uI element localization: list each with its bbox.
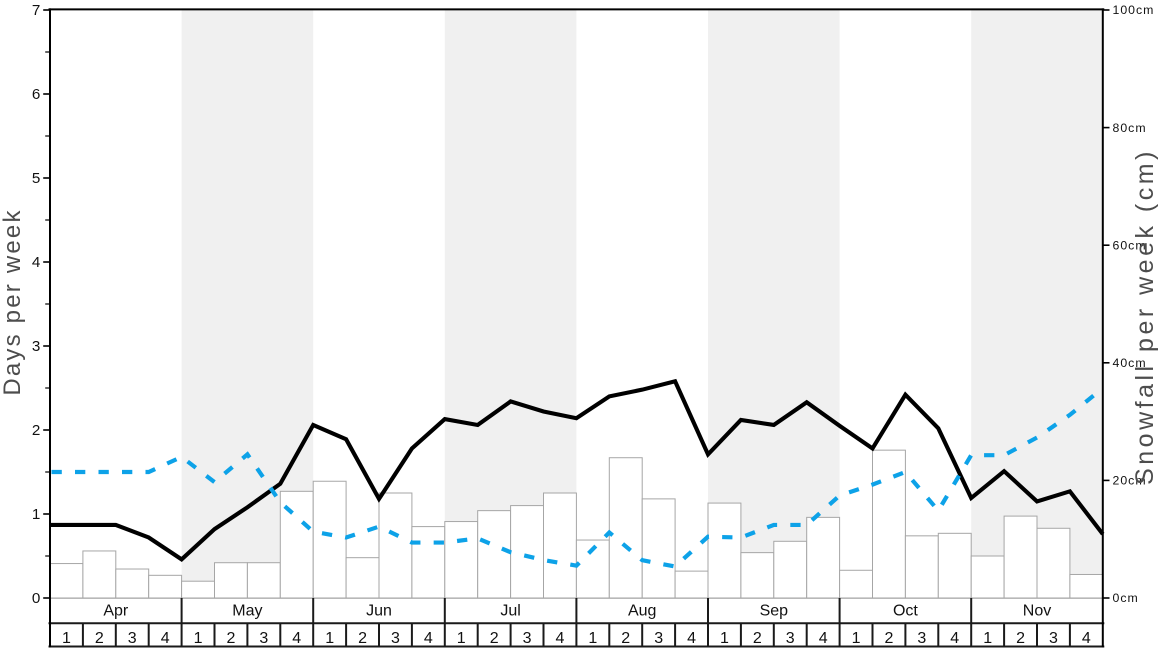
svg-text:3: 3 <box>128 630 137 647</box>
svg-text:40cm: 40cm <box>1113 356 1147 370</box>
svg-text:2: 2 <box>490 630 499 647</box>
svg-text:Apr: Apr <box>103 602 129 619</box>
svg-text:4: 4 <box>555 630 564 647</box>
svg-text:100cm: 100cm <box>1113 3 1155 17</box>
svg-text:3: 3 <box>654 630 663 647</box>
svg-text:Oct: Oct <box>893 602 918 619</box>
svg-text:4: 4 <box>687 630 696 647</box>
svg-text:Days per week: Days per week <box>0 208 26 395</box>
svg-text:Jun: Jun <box>366 602 392 619</box>
svg-text:3: 3 <box>32 338 40 355</box>
svg-text:1: 1 <box>983 630 992 647</box>
svg-text:1: 1 <box>720 630 729 647</box>
svg-text:3: 3 <box>523 630 532 647</box>
svg-text:3: 3 <box>391 630 400 647</box>
svg-text:80cm: 80cm <box>1113 121 1147 135</box>
svg-text:2: 2 <box>358 630 367 647</box>
svg-text:2: 2 <box>753 630 762 647</box>
svg-text:2: 2 <box>884 630 893 647</box>
svg-text:3: 3 <box>259 630 268 647</box>
svg-text:20cm: 20cm <box>1113 474 1147 488</box>
svg-text:3: 3 <box>1049 630 1058 647</box>
svg-text:3: 3 <box>917 630 926 647</box>
svg-text:4: 4 <box>424 630 433 647</box>
svg-text:Sep: Sep <box>760 602 789 619</box>
svg-text:1: 1 <box>194 630 203 647</box>
svg-text:4: 4 <box>292 630 301 647</box>
svg-text:1: 1 <box>62 630 71 647</box>
svg-text:2: 2 <box>95 630 104 647</box>
svg-text:Nov: Nov <box>1023 602 1051 619</box>
svg-text:4: 4 <box>32 254 40 271</box>
svg-text:0cm: 0cm <box>1113 591 1139 605</box>
svg-text:Snowfall per week (cm): Snowfall per week (cm) <box>1131 148 1159 485</box>
svg-text:4: 4 <box>161 630 170 647</box>
svg-text:60cm: 60cm <box>1113 238 1147 252</box>
svg-text:2: 2 <box>32 422 40 439</box>
svg-text:Aug: Aug <box>628 602 656 619</box>
svg-text:May: May <box>232 602 262 619</box>
svg-text:2: 2 <box>226 630 235 647</box>
svg-text:Jul: Jul <box>500 602 520 619</box>
svg-text:1: 1 <box>32 506 40 523</box>
svg-text:6: 6 <box>32 86 40 103</box>
svg-text:3: 3 <box>786 630 795 647</box>
svg-text:2: 2 <box>621 630 630 647</box>
svg-text:4: 4 <box>1082 630 1091 647</box>
svg-text:1: 1 <box>325 630 334 647</box>
svg-text:1: 1 <box>852 630 861 647</box>
svg-text:7: 7 <box>32 2 40 19</box>
svg-text:1: 1 <box>457 630 466 647</box>
svg-text:4: 4 <box>950 630 959 647</box>
svg-text:2: 2 <box>1016 630 1025 647</box>
svg-text:0: 0 <box>32 590 40 607</box>
svg-text:4: 4 <box>819 630 828 647</box>
svg-text:5: 5 <box>32 170 40 187</box>
svg-text:1: 1 <box>588 630 597 647</box>
